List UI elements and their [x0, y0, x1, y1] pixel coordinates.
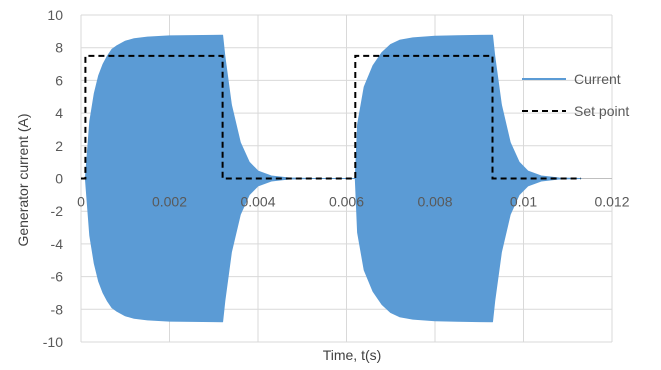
x-tick-label: 0.008 — [417, 194, 452, 210]
y-tick-label: -8 — [51, 301, 64, 317]
y-tick-label: 2 — [55, 138, 63, 154]
y-tick-label: 0 — [55, 171, 63, 187]
x-tick-label: 0.002 — [152, 194, 187, 210]
y-tick-label: 6 — [55, 72, 63, 88]
series-set-point — [81, 54, 581, 180]
x-axis-title: Time, t(s) — [323, 347, 382, 363]
y-tick-label: 10 — [47, 7, 63, 23]
set-point-line — [81, 54, 581, 180]
legend-label-set-point: Set point — [574, 103, 629, 119]
x-tick-label: 0.01 — [510, 194, 537, 210]
y-tick-label: -10 — [43, 334, 63, 350]
current-envelope — [84, 34, 582, 323]
x-tick-labels: 0 0.002 0.004 0.006 0.008 0.01 0.012 — [77, 194, 630, 210]
x-tick-label: 0 — [77, 194, 85, 210]
y-tick-label: 4 — [55, 105, 63, 121]
y-tick-labels: -10 -8 -6 -4 -2 0 2 4 6 8 10 — [43, 7, 63, 350]
series-current — [84, 34, 582, 323]
y-axis-title: Generator current (A) — [15, 113, 31, 246]
y-tick-label: -2 — [51, 203, 64, 219]
y-tick-label: 8 — [55, 40, 63, 56]
legend: Current Set point — [522, 71, 629, 119]
x-tick-label: 0.006 — [329, 194, 364, 210]
y-tick-label: -4 — [51, 236, 64, 252]
legend-label-current: Current — [574, 71, 621, 87]
x-tick-label: 0.004 — [240, 194, 275, 210]
x-tick-label: 0.012 — [594, 194, 629, 210]
y-tick-label: -6 — [51, 269, 64, 285]
